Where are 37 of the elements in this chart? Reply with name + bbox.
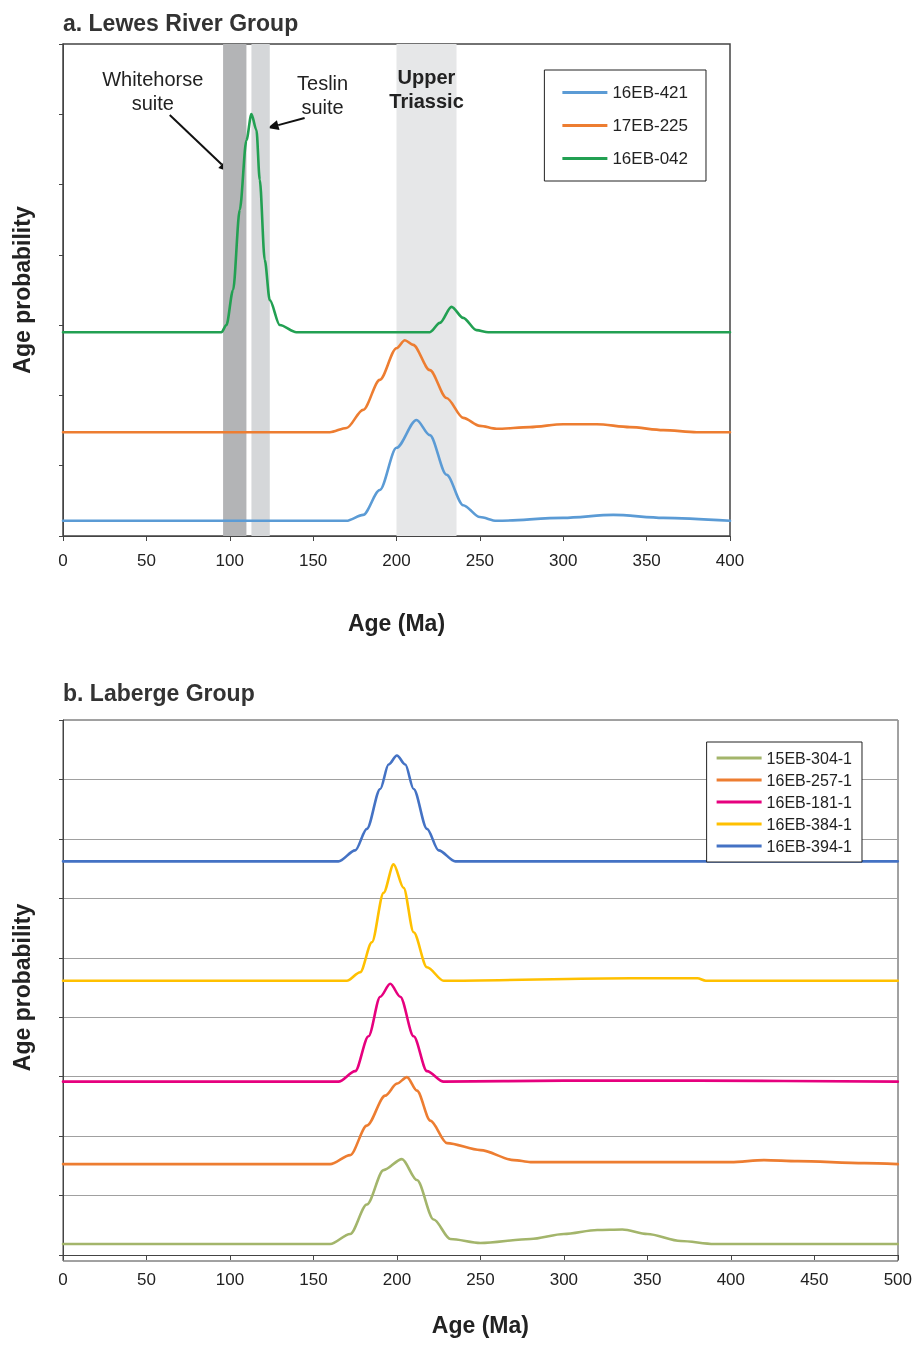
band-label: Whitehorse suite [102,68,204,114]
x-tick-label: 450 [800,1270,829,1289]
x-tick-label: 350 [632,551,661,570]
x-axis-title: Age (Ma) [347,609,446,636]
x-tick-label: 200 [382,1270,412,1289]
legend-label: 16EB-394-1 [766,837,853,855]
chart-title: b. Laberge Group [63,679,255,706]
legend-label: 16EB-384-1 [766,815,853,833]
x-tick-label: 0 [58,1270,68,1289]
legend-label: 17EB-225 [612,116,689,135]
x-tick-label: 400 [716,1270,746,1289]
x-tick-label: 300 [549,551,578,570]
x-tick-label: 500 [883,1270,913,1289]
x-tick-label: 350 [633,1270,662,1289]
chart-title: a. Lewes River Group [63,9,299,36]
x-tick-label: 150 [299,1270,328,1289]
x-tick-label: 0 [58,551,68,570]
x-tick-label: 150 [298,551,328,570]
y-axis-title: Age probability [8,206,35,374]
legend-label: 16EB-257-1 [766,771,853,789]
y-axis-title: Age probability [8,903,35,1072]
legend-label: 16EB-042 [612,149,689,168]
band-label: Teslin suite [297,72,349,118]
legend-label: 15EB-304-1 [766,749,853,767]
x-tick-label: 250 [466,1270,495,1289]
legend-label: 16EB-421 [612,83,689,102]
x-tick-label: 100 [215,1270,245,1289]
x-tick-label: 100 [215,551,244,570]
band-label: Upper Triassic [389,66,464,112]
x-axis-title: Age (Ma) [431,1311,529,1338]
x-tick-label: 300 [549,1270,579,1289]
x-tick-label: 200 [382,551,411,570]
x-tick-label: 50 [137,1270,156,1289]
legend-label: 16EB-181-1 [766,793,853,811]
x-tick-label: 50 [136,551,156,570]
x-tick-label: 400 [715,551,745,570]
x-tick-label: 250 [465,551,495,570]
